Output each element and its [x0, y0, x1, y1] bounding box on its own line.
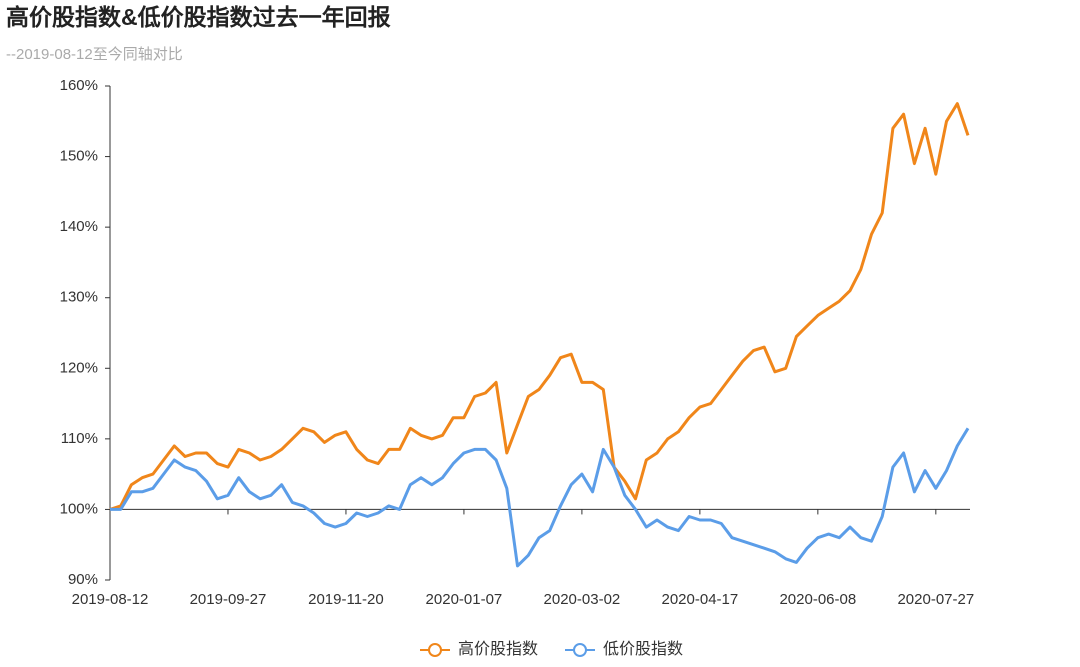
y-tick-label: 110%: [61, 430, 98, 447]
y-tick-label: 150%: [60, 148, 98, 165]
y-tick-label: 100%: [60, 500, 98, 517]
series-line: [110, 427, 970, 568]
series-line: [109, 102, 970, 511]
y-tick-label: 90%: [68, 571, 98, 588]
x-tick-label: 2020-03-02: [544, 591, 621, 608]
y-tick-label: 130%: [60, 289, 98, 306]
x-tick-label: 2019-08-12: [72, 591, 149, 608]
y-tick-label: 160%: [60, 77, 98, 94]
x-tick-label: 2019-09-27: [190, 591, 267, 608]
x-tick-label: 2020-01-07: [426, 591, 503, 608]
legend-label: 低价股指数: [603, 640, 683, 658]
chart-title: 高价股指数&低价股指数过去一年回报: [6, 4, 391, 30]
x-tick-label: 2019-11-20: [308, 591, 384, 608]
chart-subtitle: --2019-08-12至今同轴对比: [6, 46, 183, 63]
legend-label: 高价股指数: [458, 640, 538, 658]
legend-marker: [573, 643, 587, 657]
legend-marker: [428, 643, 442, 657]
y-tick-label: 140%: [60, 218, 98, 235]
x-tick-label: 2020-07-27: [897, 591, 974, 608]
x-tick-label: 2020-04-17: [662, 591, 739, 608]
x-tick-label: 2020-06-08: [779, 591, 856, 608]
y-tick-label: 120%: [60, 359, 98, 376]
